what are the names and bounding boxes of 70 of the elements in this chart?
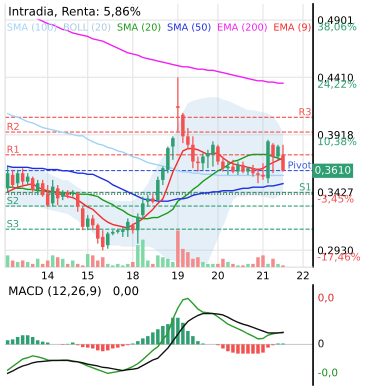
x-tick-label: 15 <box>82 272 94 280</box>
x-tick-label: 14 <box>42 272 54 280</box>
legend-label: BOLL (20) <box>64 23 110 32</box>
candlestick <box>251 164 255 178</box>
text: SMA (50) <box>168 23 210 32</box>
bar <box>20 260 24 268</box>
candlestick <box>241 160 245 174</box>
candlestick <box>26 172 30 186</box>
text: SMA (20) <box>118 23 160 32</box>
candlestick <box>131 222 135 234</box>
text: 0 <box>318 340 324 348</box>
bar <box>226 262 230 268</box>
text: 0,00 <box>114 286 138 296</box>
candlestick <box>236 160 240 176</box>
candlestick <box>80 206 84 231</box>
bar <box>50 255 54 268</box>
bar <box>36 258 40 268</box>
ref-line-label: S3 <box>7 220 18 228</box>
candlestick <box>256 168 260 184</box>
ref-line-label: S1 <box>300 183 311 191</box>
bar <box>16 262 20 268</box>
chart-title: Intradia, Renta: 5,86% <box>9 6 140 17</box>
bar <box>56 257 60 268</box>
bar <box>266 264 270 268</box>
candlestick <box>201 152 205 170</box>
x-tick-label: 19 <box>172 272 184 280</box>
candlestick <box>10 169 14 189</box>
candlestick <box>16 169 20 188</box>
ref-line-label: R1 <box>8 146 19 153</box>
candlestick <box>226 160 230 176</box>
bar <box>6 255 10 268</box>
annotation: 0,3610 <box>315 166 350 175</box>
bar <box>30 264 34 268</box>
candlestick <box>91 214 95 231</box>
ref-line-label: S2 <box>7 196 18 204</box>
ref-line-label: Pivot <box>288 161 312 169</box>
candlestick <box>196 156 200 172</box>
text: EMA (9) <box>274 23 311 32</box>
bar <box>151 264 155 268</box>
text: -0,0 <box>318 368 338 378</box>
candlestick <box>30 176 34 192</box>
candlestick <box>20 168 24 186</box>
candlestick <box>171 136 175 160</box>
bar <box>86 254 90 268</box>
bar <box>131 262 135 268</box>
candlestick <box>231 159 235 174</box>
bar <box>10 260 14 268</box>
bar <box>246 264 250 268</box>
bar <box>271 258 275 268</box>
bar <box>66 264 70 268</box>
text: 0,0 <box>318 294 334 303</box>
chart-title: MACD (12,26,9) <box>9 286 101 297</box>
bar <box>276 264 280 268</box>
text: EMA (200) <box>218 23 267 32</box>
candlestick <box>276 144 280 160</box>
bar <box>231 264 235 268</box>
candlestick <box>76 191 80 212</box>
candlestick <box>56 184 60 206</box>
ref-line-label: R3 <box>300 108 311 116</box>
ref-line-label: R2 <box>8 122 19 130</box>
line-series <box>6 112 284 176</box>
x-tick-label: 21 <box>257 272 269 280</box>
bar <box>60 258 64 268</box>
candlestick <box>106 231 110 250</box>
bar <box>26 262 30 268</box>
x-tick-label: 22 <box>297 272 309 280</box>
x-tick-label: 20 <box>212 272 224 280</box>
x-tick-label: 18 <box>127 272 139 280</box>
text: SMA (100) <box>7 23 56 32</box>
bar <box>70 260 74 268</box>
